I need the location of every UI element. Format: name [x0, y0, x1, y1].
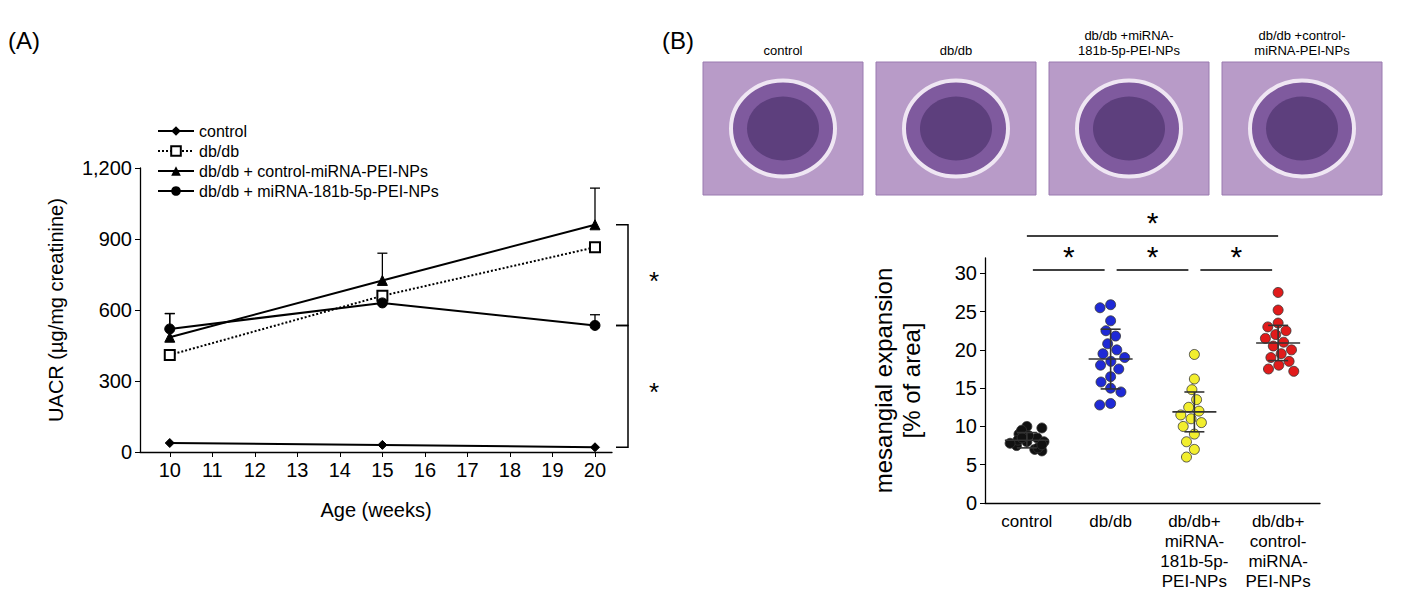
svg-text:db/db+: db/db+	[1168, 512, 1221, 531]
svg-text:15: 15	[955, 377, 977, 399]
svg-text:600: 600	[99, 299, 132, 321]
svg-text:miRNA-PEI-NPs: miRNA-PEI-NPs	[1254, 43, 1350, 58]
svg-text:17: 17	[456, 459, 478, 481]
svg-text:181b-5p-: 181b-5p-	[1160, 552, 1228, 571]
svg-text:control: control	[199, 123, 247, 140]
svg-text:15: 15	[371, 459, 393, 481]
svg-text:30: 30	[955, 262, 977, 284]
svg-text:5: 5	[966, 454, 977, 476]
svg-text:*: *	[649, 266, 659, 296]
svg-text:10: 10	[159, 459, 181, 481]
svg-text:db/db: db/db	[1089, 512, 1132, 531]
svg-text:db/db + control-miRNA-PEI-NPs: db/db + control-miRNA-PEI-NPs	[199, 163, 428, 180]
svg-text:20: 20	[584, 459, 606, 481]
svg-text:db/db +control-: db/db +control-	[1258, 28, 1345, 43]
svg-text:181b-5p-PEI-NPs: 181b-5p-PEI-NPs	[1078, 43, 1180, 58]
svg-text:0: 0	[966, 492, 977, 514]
svg-text:(A): (A)	[8, 27, 40, 54]
svg-text:1,200: 1,200	[82, 157, 132, 179]
svg-text:*: *	[1147, 206, 1159, 239]
svg-text:PEI-NPs: PEI-NPs	[1246, 572, 1311, 591]
svg-text:*: *	[1147, 240, 1159, 273]
svg-text:miRNA-: miRNA-	[1248, 552, 1308, 571]
svg-text:db/db+: db/db+	[1252, 512, 1305, 531]
svg-text:[% of area]: [% of area]	[898, 322, 925, 438]
svg-text:control: control	[763, 43, 802, 58]
svg-text:control: control	[1001, 512, 1052, 531]
svg-text:900: 900	[99, 228, 132, 250]
svg-text:25: 25	[955, 301, 977, 323]
svg-text:10: 10	[955, 415, 977, 437]
svg-text:18: 18	[499, 459, 521, 481]
svg-text:*: *	[649, 377, 659, 407]
svg-text:14: 14	[329, 459, 351, 481]
svg-text:db/db + miRNA-181b-5p-PEI-NPs: db/db + miRNA-181b-5p-PEI-NPs	[199, 183, 439, 200]
svg-text:12: 12	[244, 459, 266, 481]
svg-text:control-: control-	[1250, 532, 1307, 551]
svg-text:miRNA-: miRNA-	[1165, 532, 1225, 551]
svg-text:UACR (µg/mg creatinine): UACR (µg/mg creatinine)	[45, 198, 67, 422]
svg-text:Age (weeks): Age (weeks)	[320, 499, 431, 521]
svg-text:(B): (B)	[662, 27, 694, 54]
svg-text:db/db: db/db	[940, 43, 973, 58]
svg-text:db/db: db/db	[199, 143, 239, 160]
svg-text:mesangial expansion: mesangial expansion	[870, 268, 897, 493]
svg-text:300: 300	[99, 370, 132, 392]
svg-text:*: *	[1063, 240, 1075, 273]
svg-text:11: 11	[202, 459, 223, 481]
svg-text:PEI-NPs: PEI-NPs	[1162, 572, 1227, 591]
svg-text:20: 20	[955, 339, 977, 361]
svg-text:*: *	[1230, 240, 1242, 273]
svg-text:19: 19	[541, 459, 563, 481]
svg-text:16: 16	[414, 459, 436, 481]
svg-text:0: 0	[121, 441, 132, 463]
svg-text:db/db +miRNA-: db/db +miRNA-	[1084, 28, 1173, 43]
svg-text:13: 13	[286, 459, 308, 481]
